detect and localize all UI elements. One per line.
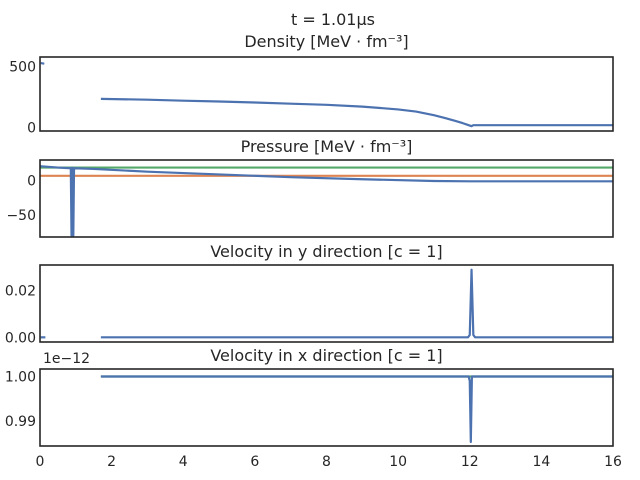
- axes-frame: [39, 159, 614, 238]
- series-line-blue: [100, 268, 613, 339]
- series-line-blue: [100, 375, 613, 444]
- y-tick-label: 1.00: [5, 370, 36, 386]
- figure-suptitle: t = 1.01μs: [291, 10, 375, 29]
- subplot-2: Pressure [MeV · fm⁻³] 0 −50: [6, 137, 614, 238]
- subplots-group: Density [MeV · fm⁻³] 0 500 Pressure [MeV · …: [5, 32, 622, 470]
- x-tick-label: 6: [250, 454, 259, 470]
- series-line-blue: [100, 97, 613, 128]
- subplot-title: Density [MeV · fm⁻³]: [244, 32, 408, 51]
- x-tick-label: 0: [36, 454, 45, 470]
- subplot-title: Velocity in y direction [c = 1]: [210, 242, 442, 261]
- axes-frame: [39, 264, 614, 343]
- x-tick-label: 2: [107, 454, 116, 470]
- series-line-blue: [40, 61, 45, 65]
- y-tick-label: 0.00: [5, 330, 36, 346]
- subplot-title: Velocity in x direction [c = 1]: [210, 346, 442, 365]
- x-tick-label: 14: [532, 454, 550, 470]
- x-tick-label: 8: [322, 454, 331, 470]
- x-tick-label: 4: [179, 454, 188, 470]
- y-tick-label: 0.02: [5, 284, 36, 300]
- y-tick-label: 500: [9, 60, 36, 76]
- y-offset-text: 1e−12: [43, 351, 90, 367]
- x-tick-label: 10: [389, 454, 407, 470]
- y-tick-label: 0: [27, 120, 36, 136]
- axes-frame: [39, 56, 614, 132]
- x-tick-label: 12: [461, 454, 479, 470]
- subplot-title: Pressure [MeV · fm⁻³]: [241, 137, 413, 156]
- subplot-4: Velocity in x direction [c = 1] 0.99 1.00 1…: [5, 346, 622, 470]
- y-tick-label: −50: [6, 208, 36, 224]
- series-line-blue: [40, 165, 613, 237]
- x-tick-label: 16: [604, 454, 622, 470]
- subplot-3: Velocity in y direction [c = 1] 0.00 0.02: [5, 242, 614, 346]
- subplot-1: Density [MeV · fm⁻³] 0 500: [9, 32, 614, 136]
- y-tick-label: 0: [27, 174, 36, 190]
- axes-frame: [39, 368, 614, 447]
- y-tick-label: 0.99: [5, 414, 36, 430]
